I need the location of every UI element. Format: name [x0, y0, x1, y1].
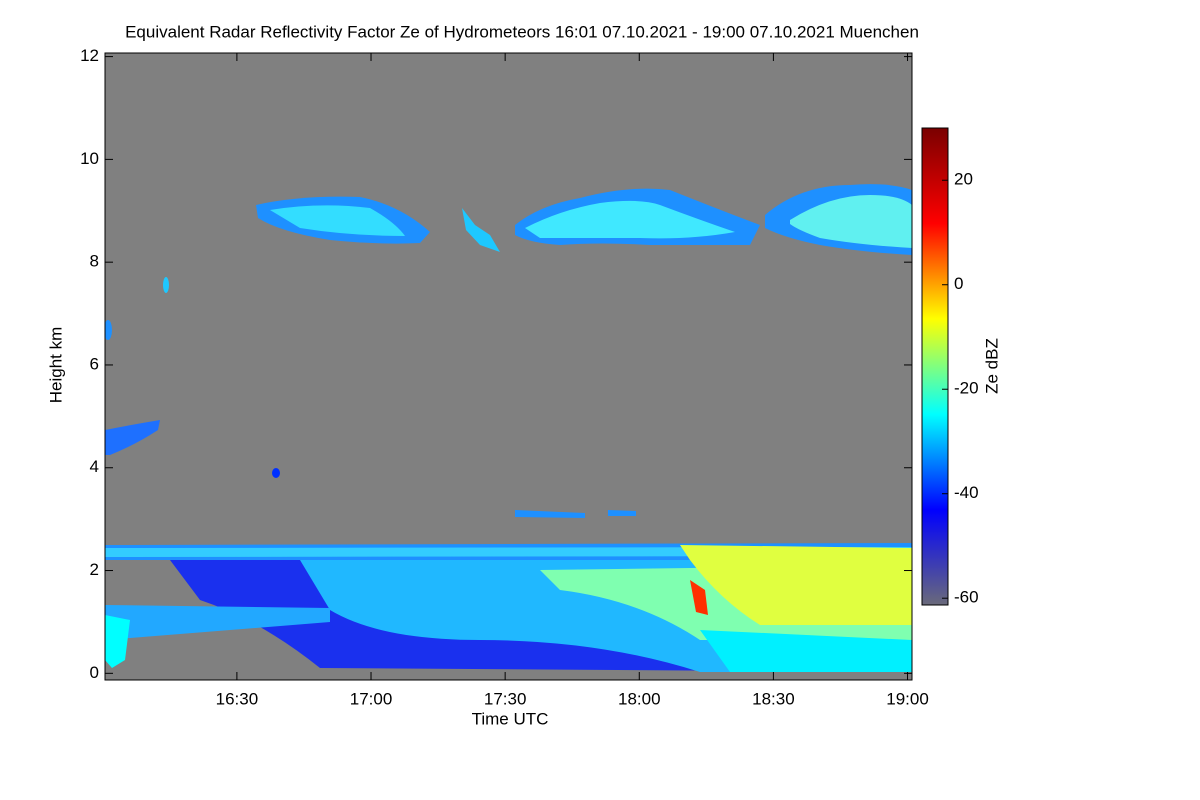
colorbar-label: Ze dBZ [982, 338, 1001, 394]
y-tick-label: 12 [80, 46, 99, 65]
colorbar-tick-label: 0 [954, 274, 963, 293]
echo [608, 510, 636, 516]
colorbar-tick-label: -20 [954, 379, 979, 398]
echo [272, 468, 280, 478]
y-axis-label: Height km [46, 327, 65, 404]
colorbar [921, 127, 949, 606]
chart-title: Equivalent Radar Reflectivity Factor Ze … [125, 22, 919, 41]
plot-frame [104, 52, 913, 681]
x-axis-label: Time UTC [472, 709, 549, 728]
x-tick-label: 18:30 [752, 689, 795, 708]
x-tick-label: 17:00 [350, 689, 393, 708]
colorbar-tick-label: -60 [954, 588, 979, 607]
echo [790, 195, 912, 248]
y-tick-label: 4 [90, 457, 99, 476]
echo [515, 510, 585, 518]
echo [105, 420, 160, 455]
echo [690, 580, 708, 615]
y-tick-label: 10 [80, 149, 99, 168]
x-tick-label: 19:00 [886, 689, 929, 708]
y-tick-label: 6 [90, 354, 99, 373]
echo [105, 605, 330, 640]
echo [700, 630, 912, 672]
radar-echoes [105, 184, 912, 672]
y-tick-label: 2 [90, 560, 99, 579]
y-tick-label: 8 [90, 252, 99, 271]
colorbar-tick-label: -40 [954, 483, 979, 502]
x-tick-label: 16:30 [216, 689, 259, 708]
echo [163, 277, 169, 293]
echo [680, 545, 912, 625]
echo [105, 615, 130, 668]
x-tick-label: 18:00 [618, 689, 661, 708]
echo [525, 200, 735, 239]
echo [105, 320, 112, 340]
y-tick-label: 0 [90, 663, 99, 682]
echo [270, 205, 405, 236]
colorbar-tick-label: 20 [954, 170, 973, 189]
echo [462, 208, 500, 252]
x-tick-label: 17:30 [484, 689, 527, 708]
